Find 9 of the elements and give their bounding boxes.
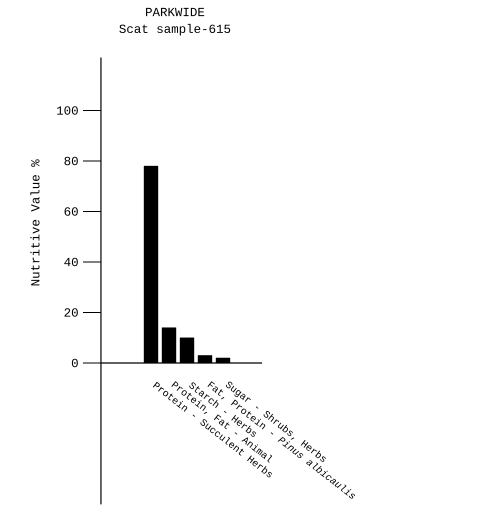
y-tick-label: 100 <box>57 106 78 115</box>
y-tick-label: 60 <box>64 207 78 216</box>
y-axis-title: Nutritive Value % <box>30 159 40 286</box>
y-tick-label: 40 <box>64 258 78 266</box>
y-tick-label: 0 <box>72 358 78 368</box>
chart-subtitle: Scat sample-615 <box>119 24 230 36</box>
chart-title: PARKWIDE <box>146 8 204 16</box>
y-tick-label: 20 <box>64 308 78 317</box>
y-tick-label: 80 <box>64 156 78 166</box>
